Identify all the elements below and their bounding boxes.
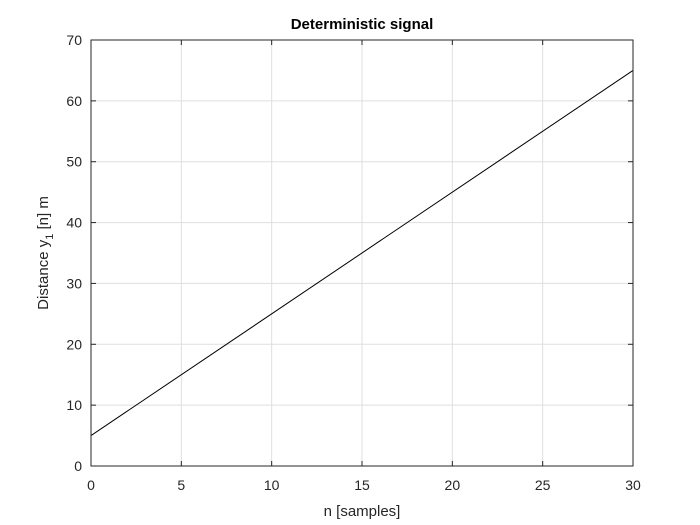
y-tick-labels: 0 10 20 30 40 50 60 70 <box>66 32 82 474</box>
tick-marks <box>90 39 634 467</box>
x-axis-title: n [samples] <box>324 503 401 520</box>
x-tick-label: 5 <box>177 477 185 493</box>
chart-title: Deterministic signal <box>291 16 434 33</box>
series-line <box>90 70 634 436</box>
y-axis-title-main: Distance y <box>35 239 52 310</box>
y-tick-label: 20 <box>66 336 82 352</box>
y-axis-title-suffix: [n] m <box>35 196 52 234</box>
y-axis-title-subscript: 1 <box>44 234 56 240</box>
series-group <box>90 70 634 436</box>
x-tick-label: 25 <box>535 477 551 493</box>
x-tick-label: 0 <box>87 477 95 493</box>
y-axis-title: Distance y1 [n] m <box>35 196 56 310</box>
y-tick-label: 70 <box>66 32 82 48</box>
x-tick-label: 15 <box>354 477 370 493</box>
y-tick-label: 40 <box>66 215 82 231</box>
y-tick-label: 50 <box>66 154 82 170</box>
y-tick-label: 10 <box>66 397 82 413</box>
x-tick-label: 20 <box>445 477 461 493</box>
x-tick-label: 10 <box>264 477 280 493</box>
y-tick-label: 30 <box>66 275 82 291</box>
y-tick-label: 60 <box>66 93 82 109</box>
y-tick-label: 0 <box>74 458 82 474</box>
grid-lines <box>91 40 633 466</box>
x-tick-labels: 0 5 10 15 20 25 30 <box>87 477 641 493</box>
x-tick-label: 30 <box>625 477 641 493</box>
